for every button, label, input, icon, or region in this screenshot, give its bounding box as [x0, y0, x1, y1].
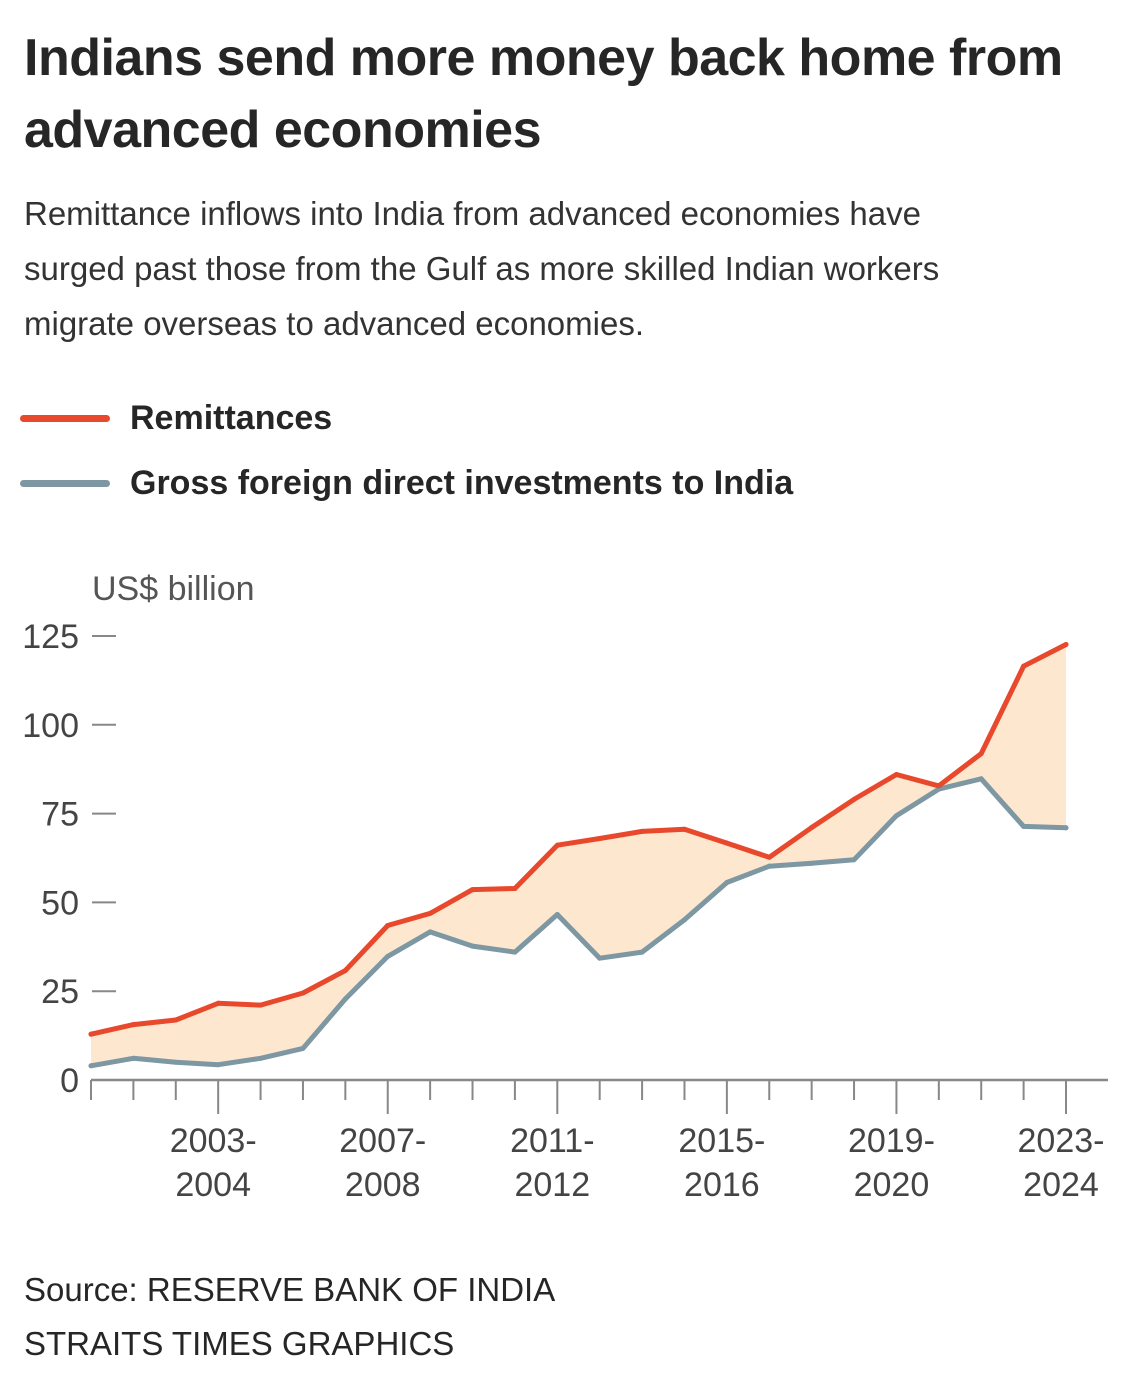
y-tick-label: 125: [22, 618, 79, 656]
data-point-fdi: [597, 955, 603, 961]
data-point-remittances: [597, 835, 603, 841]
x-tick-label: 2020: [854, 1166, 930, 1204]
legend: Remittances Gross foreign direct investm…: [20, 392, 793, 522]
x-tick-label: 2012: [514, 1166, 590, 1204]
legend-swatch-remittances: [20, 414, 110, 422]
data-point-remittances: [851, 796, 857, 802]
data-point-remittances: [385, 922, 391, 928]
legend-label-remittances: Remittances: [130, 398, 333, 437]
data-point-fdi: [554, 911, 560, 917]
data-point-fdi: [385, 953, 391, 959]
x-tick-label: 2008: [345, 1166, 421, 1204]
y-tick-label: 75: [41, 796, 79, 834]
data-point-remittances: [1021, 663, 1027, 669]
data-point-remittances: [258, 1002, 264, 1008]
data-point-remittances: [639, 828, 645, 834]
y-tick-label: 50: [41, 884, 79, 922]
x-tick-label: 2019-: [848, 1122, 935, 1160]
data-point-fdi: [639, 949, 645, 955]
data-point-remittances: [1063, 642, 1069, 648]
data-point-fdi: [512, 949, 518, 955]
footer: Source: RESERVE BANK OF INDIA STRAITS TI…: [24, 1263, 555, 1371]
data-point-fdi: [851, 857, 857, 863]
data-point-fdi: [258, 1055, 264, 1061]
data-point-fdi: [724, 880, 730, 886]
x-tick-label: 2023-: [1018, 1122, 1105, 1160]
data-point-remittances: [936, 783, 942, 789]
data-point-fdi: [342, 996, 348, 1002]
data-point-fdi: [1021, 823, 1027, 829]
data-point-remittances: [215, 1000, 221, 1006]
x-tick-label: 2004: [175, 1166, 251, 1204]
data-point-fdi: [893, 813, 899, 819]
data-point-remittances: [173, 1017, 179, 1023]
legend-item-fdi: Gross foreign direct investments to Indi…: [20, 457, 793, 509]
chart-title: Indians send more money back home from a…: [24, 29, 1063, 159]
source-note: Source: RESERVE BANK OF INDIA: [24, 1271, 556, 1308]
data-point-fdi: [173, 1059, 179, 1065]
legend-item-remittances: Remittances: [20, 392, 793, 444]
data-point-remittances: [88, 1031, 94, 1037]
x-tick-label: 2003-: [170, 1122, 257, 1160]
data-point-remittances: [512, 886, 518, 892]
data-point-fdi: [1063, 825, 1069, 831]
x-tick-label: 2016: [684, 1166, 760, 1204]
y-axis-label: US$ billion: [92, 570, 255, 608]
x-tick-label: 2015-: [678, 1122, 765, 1160]
data-point-remittances: [809, 824, 815, 830]
data-point-fdi: [681, 917, 687, 923]
data-point-fdi: [300, 1045, 306, 1051]
gap-area: [91, 644, 1066, 1066]
data-point-remittances: [300, 990, 306, 996]
y-tick-label: 0: [60, 1062, 79, 1100]
data-point-remittances: [427, 910, 433, 916]
data-point-fdi: [215, 1062, 221, 1068]
x-tick-label: 2007-: [339, 1122, 426, 1160]
data-point-remittances: [130, 1022, 136, 1028]
series-line-fdi: [88, 776, 1069, 1069]
data-point-remittances: [724, 840, 730, 846]
x-tick-label: 2011-: [510, 1122, 594, 1160]
data-point-remittances: [766, 854, 772, 860]
legend-swatch-fdi: [20, 479, 110, 487]
data-point-remittances: [554, 842, 560, 848]
data-point-fdi: [809, 860, 815, 866]
data-point-fdi: [427, 929, 433, 935]
series-line-remittances: [88, 642, 1069, 1037]
data-point-remittances: [893, 772, 899, 778]
x-tick-label: 2024: [1023, 1166, 1099, 1204]
data-point-remittances: [978, 751, 984, 757]
data-point-remittances: [342, 968, 348, 974]
data-point-fdi: [88, 1063, 94, 1069]
y-tick-label: 100: [22, 707, 79, 745]
data-point-fdi: [766, 863, 772, 869]
y-tick-label: 25: [41, 973, 79, 1011]
data-point-fdi: [978, 776, 984, 782]
credit-note: STRAITS TIMES GRAPHICS: [24, 1325, 455, 1362]
data-point-fdi: [470, 943, 476, 949]
chart-subtitle: Remittance inflows into India from advan…: [24, 195, 940, 342]
data-point-remittances: [681, 826, 687, 832]
line-chart: US$ billion 0 25 50 75 100 125 2003- 2004 2007- 20…: [22, 570, 1108, 1204]
data-point-fdi: [130, 1055, 136, 1061]
legend-label-fdi: Gross foreign direct investments to Indi…: [130, 463, 794, 502]
data-point-remittances: [470, 887, 476, 893]
